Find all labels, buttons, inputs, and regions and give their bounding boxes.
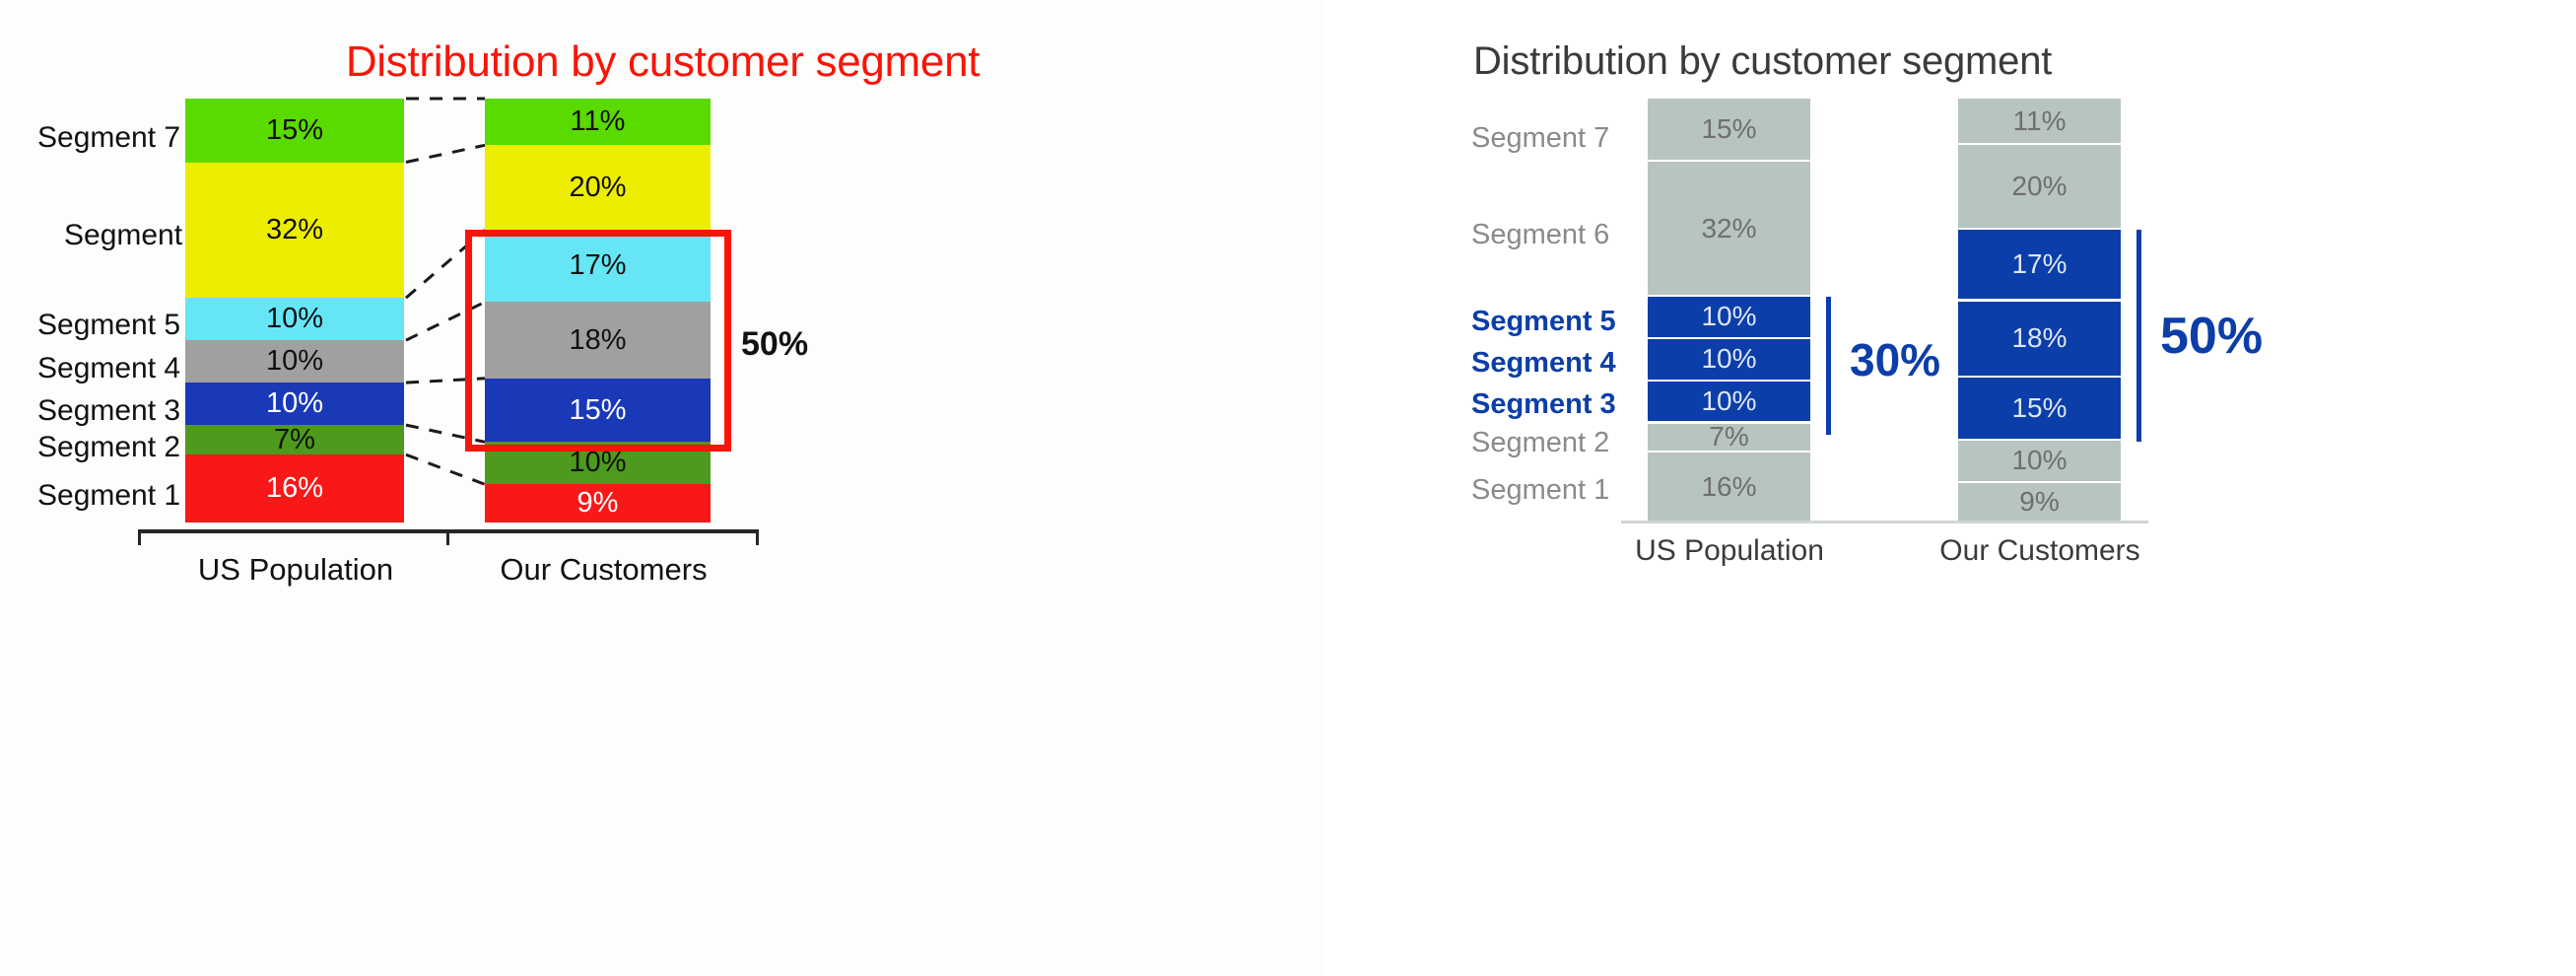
right-bar-us-segment-4: 10% <box>1648 338 1810 380</box>
left-bar-our-customers: 11% 20% 17% 18% 15% 10% 9% <box>485 99 711 523</box>
left-bar-us-population: 15% 32% 10% 10% 10% 7% 16% <box>185 99 404 523</box>
right-bar-our-customers: 11% 20% 17% 18% 15% 10% 9% <box>1958 99 2121 521</box>
right-bar-us-segment-3: 10% <box>1648 381 1810 422</box>
right-bar-cust-segment-5: 17% <box>1958 229 2121 300</box>
right-bracket-us-population <box>1826 297 1831 435</box>
left-bar-cust-segment-4: 18% <box>485 302 711 379</box>
left-bar-us-segment-6: 32% <box>185 162 404 299</box>
right-row-label-segment-3: Segment 3 <box>1471 388 1616 420</box>
right-row-label-segment-5: Segment 5 <box>1471 306 1616 337</box>
left-bar-us-segment-2: 7% <box>185 425 404 455</box>
right-row-label-segment-6: Segment 6 <box>1471 219 1610 250</box>
left-highlight-callout-box <box>465 230 731 452</box>
left-bar-cust-segment-7: 11% <box>485 99 711 146</box>
left-chart-panel: Distribution by customer segment Segment… <box>37 37 981 587</box>
left-row-label-segment-2: Segment 2 <box>37 431 181 463</box>
left-bar-us-segment-3: 10% <box>185 383 404 426</box>
right-bar-us-segment-2: 7% <box>1648 423 1810 452</box>
left-category-label-us-population: US Population <box>197 552 394 587</box>
right-bar-cust-segment-1: 9% <box>1958 482 2121 521</box>
left-bar-us-segment-4: 10% <box>185 340 404 383</box>
left-axis-tick-end <box>756 529 759 545</box>
right-row-label-segment-4: Segment 4 <box>1471 347 1616 379</box>
left-row-label-segment-1: Segment 1 <box>37 479 181 512</box>
left-bar-cust-segment-5: 17% <box>485 230 711 303</box>
left-axis-tick-start <box>138 529 141 545</box>
right-bar-cust-segment-2: 10% <box>1958 440 2121 481</box>
left-chart-title: Distribution by customer segment <box>345 37 981 86</box>
left-row-label-segment-4: Segment 4 <box>37 352 181 384</box>
left-bar-cust-segment-6: 20% <box>485 145 711 231</box>
right-row-label-segment-2: Segment 2 <box>1471 427 1610 458</box>
right-category-label-our-customers: Our Customers <box>1939 534 2140 567</box>
left-bar-cust-segment-3: 15% <box>485 378 711 443</box>
left-row-label-segment-5: Segment 5 <box>37 309 181 341</box>
right-chart-title: Distribution by customer segment <box>1473 39 2053 83</box>
left-bar-us-segment-1: 16% <box>185 454 404 523</box>
right-callout-50-percent: 50% <box>2160 308 2264 365</box>
right-baseline <box>1621 521 2148 523</box>
right-bar-cust-segment-3: 15% <box>1958 377 2121 439</box>
right-bar-cust-segment-6: 20% <box>1958 145 2121 228</box>
left-bar-us-segment-5: 10% <box>185 298 404 341</box>
left-callout-50-percent: 50% <box>741 325 809 363</box>
right-bar-us-segment-5: 10% <box>1648 297 1810 337</box>
left-row-label-segment-3: Segment 3 <box>37 394 181 427</box>
left-axis-tick-middle <box>446 529 449 545</box>
left-category-label-our-customers: Our Customers <box>500 552 708 587</box>
right-category-label-us-population: US Population <box>1635 534 1824 567</box>
right-bar-us-population: 15% 32% 10% 10% 10% 7% 16% <box>1648 99 1810 521</box>
right-chart-panel: Distribution by customer segment Segment… <box>1325 0 2576 976</box>
right-bar-us-segment-1: 16% <box>1648 453 1810 521</box>
right-bar-cust-segment-7: 11% <box>1958 99 2121 144</box>
right-callout-30-percent: 30% <box>1850 334 1941 385</box>
left-row-label-segment-6: Segment 6 <box>64 219 208 251</box>
right-row-label-segment-1: Segment 1 <box>1471 474 1610 506</box>
left-bar-cust-segment-1: 9% <box>485 484 711 523</box>
right-row-label-segment-7: Segment 7 <box>1471 122 1610 154</box>
right-bracket-our-customers <box>2136 230 2141 442</box>
right-bar-us-segment-7: 15% <box>1648 99 1810 161</box>
left-bar-us-segment-7: 15% <box>185 99 404 163</box>
left-row-label-segment-7: Segment 7 <box>37 121 181 154</box>
right-bar-cust-segment-4: 18% <box>1958 301 2121 376</box>
right-bar-us-segment-6: 32% <box>1648 162 1810 296</box>
